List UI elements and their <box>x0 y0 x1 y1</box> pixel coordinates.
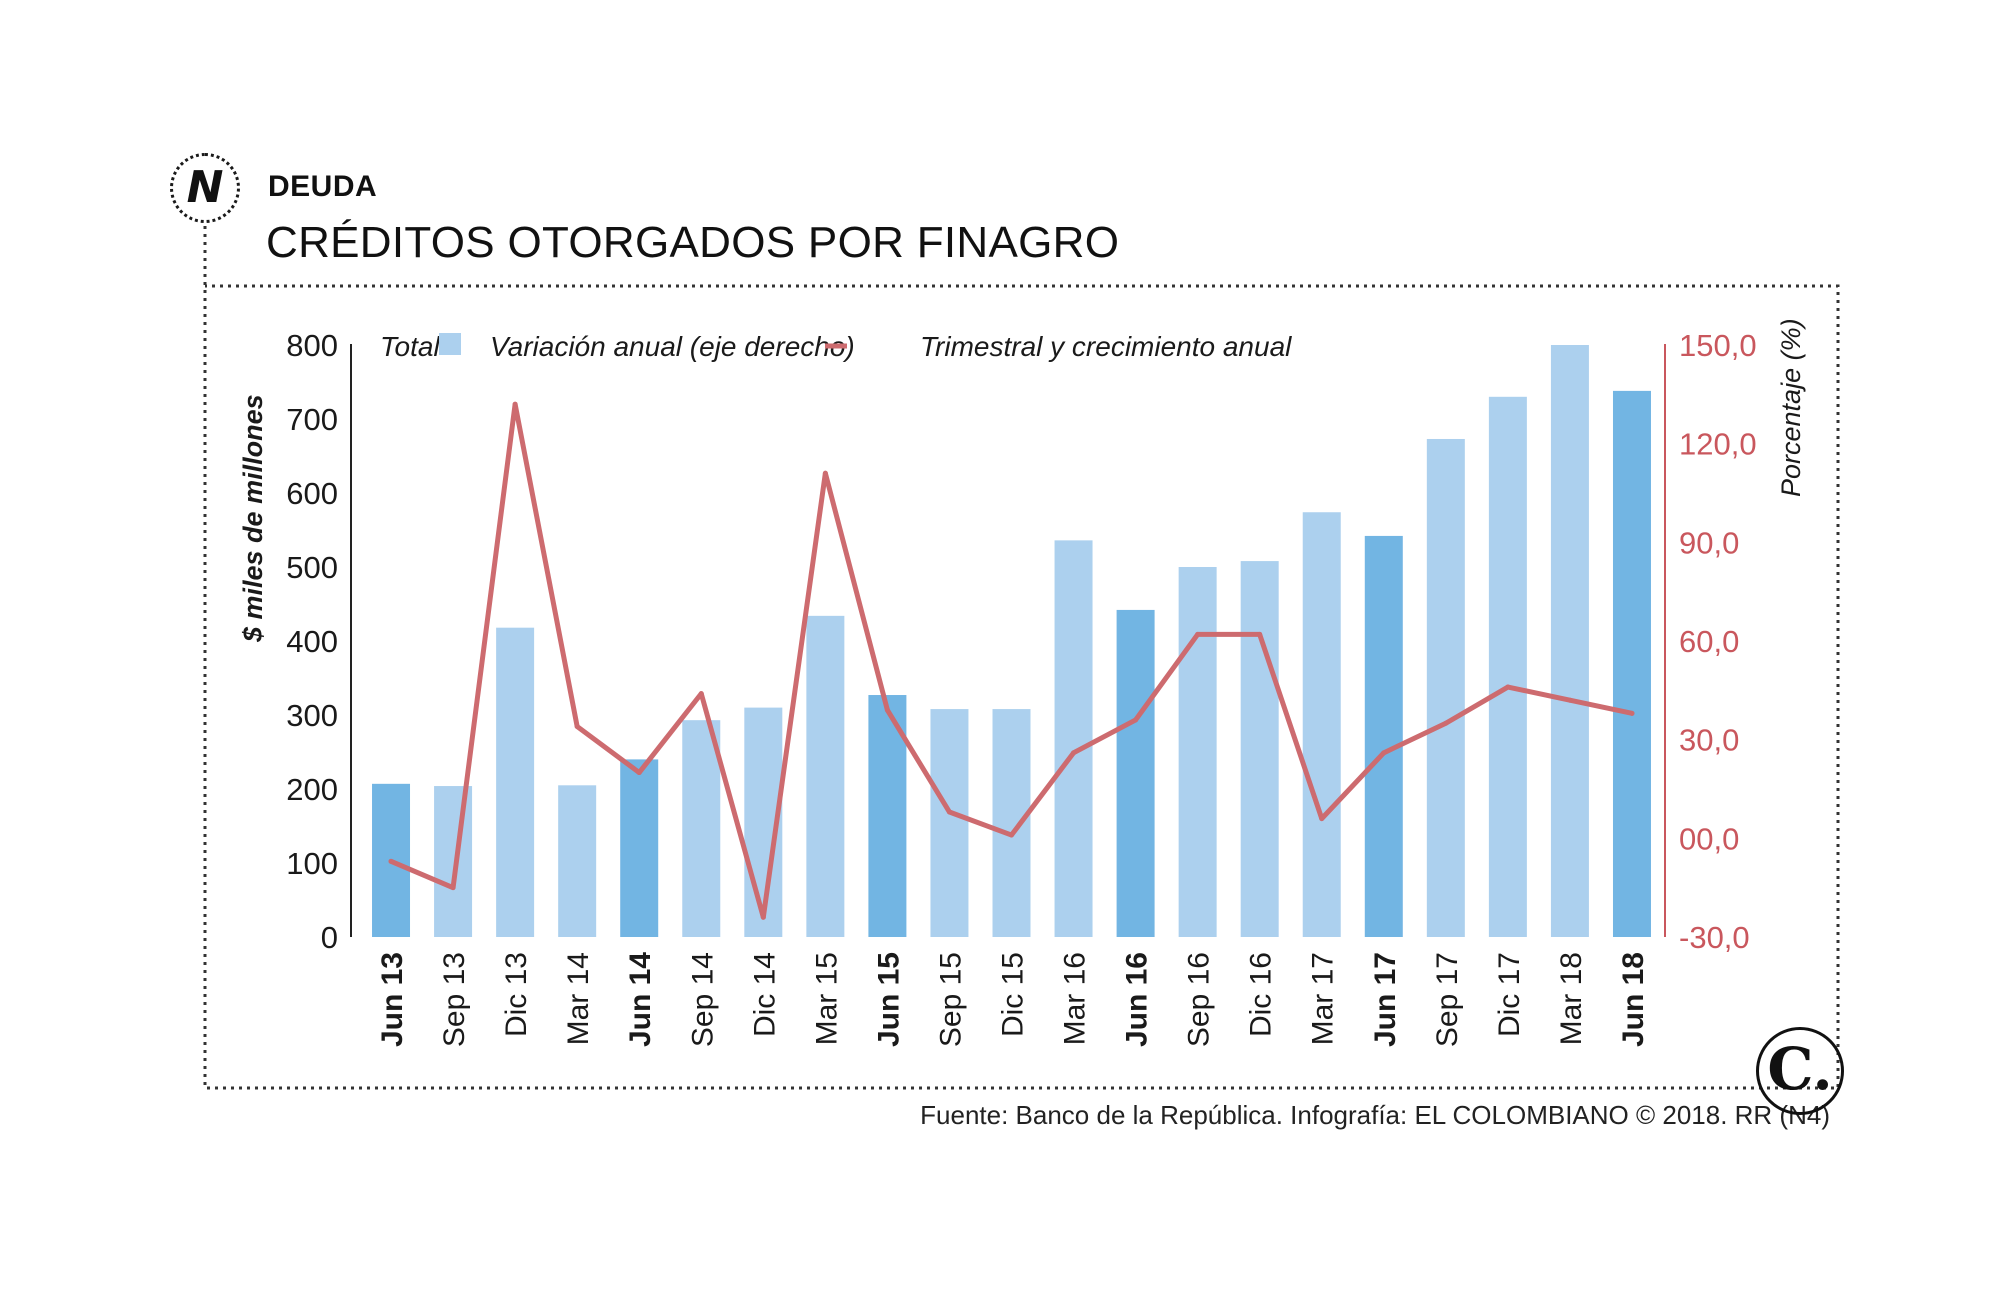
line-point <box>946 809 952 815</box>
x-tick-label: Dic 15 <box>997 952 1030 1037</box>
x-tick-label: Mar 17 <box>1307 952 1340 1045</box>
legend-swatch-total <box>439 333 461 355</box>
x-tick-label: Dic 13 <box>500 952 533 1037</box>
x-tick-label: Jun 17 <box>1369 952 1402 1047</box>
line-point <box>1195 631 1201 637</box>
x-tick-label: Dic 14 <box>748 952 781 1037</box>
y-tick-label: 200 <box>286 772 338 807</box>
x-tick-label: Mar 18 <box>1555 952 1588 1045</box>
line-point <box>1505 684 1511 690</box>
bar-dic-17 <box>1488 396 1527 937</box>
y-tick-label: 700 <box>286 402 338 437</box>
source-note: Fuente: Banco de la República. Infografí… <box>920 1100 1830 1130</box>
y2-tick-label: 120,0 <box>1679 427 1757 462</box>
bar-jun-16 <box>1116 609 1155 937</box>
x-tick-label: Mar 14 <box>562 952 595 1045</box>
bar-mar-18 <box>1550 345 1589 937</box>
legend-label-trimestral: Trimestral y crecimiento anual <box>920 331 1292 362</box>
bar-sep-17 <box>1426 438 1465 937</box>
x-tick-label: Jun 15 <box>872 952 905 1047</box>
line-point <box>1443 720 1449 726</box>
chart-title: CRÉDITOS OTORGADOS POR FINAGRO <box>266 218 1120 267</box>
line-point <box>760 914 766 920</box>
line-point <box>698 691 704 697</box>
x-tick-label: Sep 15 <box>934 952 967 1047</box>
line-point <box>822 470 828 476</box>
y-axis-title: $ miles de millones <box>238 394 268 643</box>
bar-sep-15 <box>930 709 969 937</box>
legend-label-total: Total <box>380 331 440 362</box>
line-point <box>1133 717 1139 723</box>
line-point <box>1381 750 1387 756</box>
bar-mar-15 <box>806 615 845 937</box>
line-point <box>884 707 890 713</box>
bar-mar-16 <box>1054 540 1093 937</box>
x-tick-label: Sep 17 <box>1431 952 1464 1047</box>
bar-mar-14 <box>558 785 597 937</box>
y-tick-label: 100 <box>286 846 338 881</box>
line-point <box>1567 697 1573 703</box>
line-point <box>636 770 642 776</box>
x-tick-label: Jun 16 <box>1121 952 1154 1047</box>
line-point <box>388 858 394 864</box>
y-tick-label: 800 <box>286 328 338 363</box>
x-tick-label: Sep 13 <box>438 952 471 1047</box>
x-tick-label: Sep 14 <box>686 952 719 1047</box>
y-tick-label: 300 <box>286 698 338 733</box>
x-tick-label: Sep 16 <box>1183 952 1216 1047</box>
legend-label-variacion: Variación anual (eje derecho) <box>490 331 855 362</box>
y2-axis-title: Porcentaje (%) <box>1776 318 1806 497</box>
x-tick-label: Jun 13 <box>376 952 409 1047</box>
line-point <box>1257 631 1263 637</box>
x-tick-label: Dic 17 <box>1493 952 1526 1037</box>
line-point <box>1071 750 1077 756</box>
y-tick-label: 600 <box>286 476 338 511</box>
y-tick-label: 500 <box>286 550 338 585</box>
bar-jun-17 <box>1364 535 1403 937</box>
brand-mark-text: C. <box>1767 1035 1833 1103</box>
bar-dic-13 <box>496 627 535 937</box>
section-kicker: DEUDA <box>268 170 378 203</box>
bar-sep-14 <box>682 720 721 937</box>
newspaper-logo-icon: N <box>170 153 240 223</box>
line-point <box>1009 832 1014 838</box>
line-point <box>1319 816 1325 822</box>
x-tick-label: Mar 16 <box>1059 952 1092 1045</box>
logo-letter: N <box>186 162 224 213</box>
y2-tick-label: 60,0 <box>1679 624 1739 659</box>
bar-sep-13 <box>434 786 473 937</box>
bar-sep-16 <box>1178 567 1217 937</box>
bar-jun-18 <box>1612 390 1651 937</box>
bar-dic-15 <box>992 709 1031 937</box>
line-point <box>574 724 580 730</box>
bar-mar-17 <box>1302 512 1341 937</box>
y-tick-label: 400 <box>286 624 338 659</box>
x-tick-label: Jun 18 <box>1617 952 1650 1047</box>
x-tick-label: Mar 15 <box>810 952 843 1045</box>
y2-tick-label: 90,0 <box>1679 525 1739 560</box>
line-point <box>1629 710 1635 716</box>
brand-mark-icon: C. <box>1756 1027 1844 1115</box>
y2-tick-label: 00,0 <box>1679 821 1739 856</box>
bar-dic-16 <box>1240 561 1279 937</box>
y2-tick-label: -30,0 <box>1679 920 1750 955</box>
dotted-frame <box>203 226 1840 1090</box>
y-tick-label: 0 <box>321 920 338 955</box>
y2-tick-label: 30,0 <box>1679 723 1739 758</box>
line-point <box>512 401 518 407</box>
x-tick-label: Jun 14 <box>624 952 657 1047</box>
x-tick-label: Dic 16 <box>1245 952 1278 1037</box>
y2-tick-label: 150,0 <box>1679 328 1757 363</box>
line-point <box>450 885 456 891</box>
bar-jun-14 <box>620 759 659 937</box>
